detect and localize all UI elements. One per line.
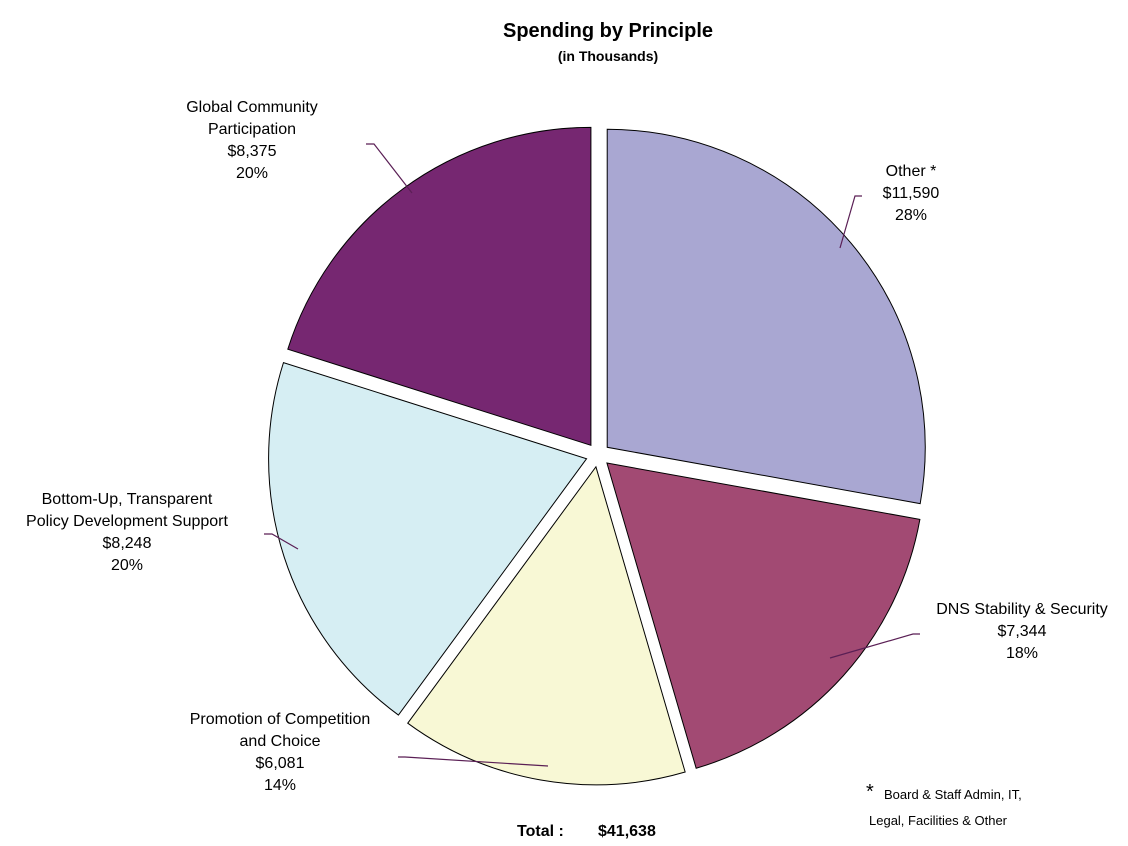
slice-name-label-3: and Choice xyxy=(240,733,321,750)
slice-labels: Other * $11,590 28% DNS Stability & Securit… xyxy=(26,99,1108,794)
pie-slice-4 xyxy=(268,361,588,716)
total-value: $41,638 xyxy=(598,823,656,840)
slice-percent-label-4: 20% xyxy=(111,557,143,574)
chart-subtitle: (in Thousands) xyxy=(558,48,658,64)
slice-name-label-2: DNS Stability & Security xyxy=(936,601,1108,618)
slice-name-label-4: Policy Development Support xyxy=(26,513,228,530)
slice-percent-label-1: 28% xyxy=(895,207,927,224)
footnote: * Board & Staff Admin, IT, Legal, Facili… xyxy=(866,781,1022,828)
leader-line-1 xyxy=(839,195,862,249)
leader-line-4 xyxy=(264,533,299,550)
pie-slice-3 xyxy=(407,465,686,786)
slice-name-label-3: Promotion of Competition xyxy=(190,711,371,728)
slice-percent-label-5: 20% xyxy=(236,165,268,182)
slice-value-label-2: $7,344 xyxy=(998,623,1047,640)
slice-name-label-5: Participation xyxy=(208,121,296,138)
footnote-star: * xyxy=(866,781,874,803)
slice-percent-label-2: 18% xyxy=(1006,645,1038,662)
slice-value-label-4: $8,248 xyxy=(103,535,152,552)
footnote-line-1: Board & Staff Admin, IT, xyxy=(884,787,1022,802)
leader-line-2 xyxy=(829,633,920,659)
total-label: Total : xyxy=(517,823,564,840)
pie-slice-1 xyxy=(606,128,926,505)
leader-line-5 xyxy=(366,143,413,194)
slice-percent-label-3: 14% xyxy=(264,777,296,794)
slice-value-label-3: $6,081 xyxy=(256,755,305,772)
total: Total : $41,638 xyxy=(517,823,656,840)
pie-slice-5 xyxy=(287,126,592,447)
slice-value-label-5: $8,375 xyxy=(228,143,277,160)
slice-name-label-5: Global Community xyxy=(186,99,318,116)
slice-value-label-1: $11,590 xyxy=(883,185,940,202)
pie-slice-2 xyxy=(606,462,921,769)
slice-name-label-4: Bottom-Up, Transparent xyxy=(42,491,213,508)
pie-slices xyxy=(268,126,926,786)
slice-name-label-1: Other * xyxy=(886,163,937,180)
leader-lines xyxy=(264,143,920,767)
footnote-line-2: Legal, Facilities & Other xyxy=(869,813,1008,828)
chart-title: Spending by Principle xyxy=(503,20,713,42)
leader-line-3 xyxy=(398,756,549,767)
